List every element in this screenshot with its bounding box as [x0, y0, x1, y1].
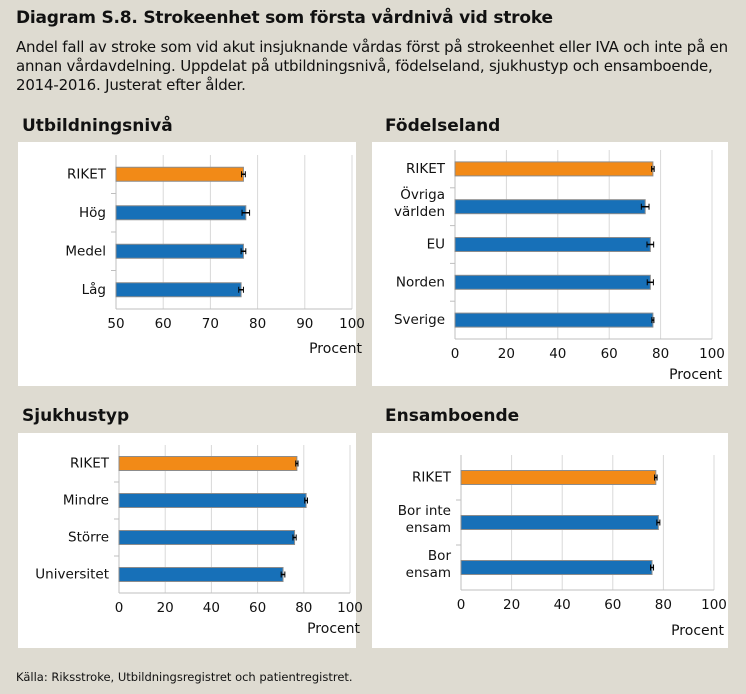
- panel-bg-utbildningsniva: [18, 142, 356, 386]
- panel-bg-ensamboende: [372, 433, 728, 648]
- source-note: Källa: Riksstroke, Utbildningsregistret …: [16, 670, 353, 684]
- category-label: Hög: [79, 205, 106, 221]
- bar-universitet: [118, 567, 284, 582]
- x-axis-title: Procent: [669, 367, 722, 383]
- bar-riket: [115, 166, 244, 182]
- x-tick-label: 40: [203, 600, 220, 616]
- bar-bor-inte-ensam: [460, 515, 659, 530]
- x-axis-title: Procent: [671, 623, 724, 639]
- bar-riket: [460, 470, 657, 485]
- x-tick-label: 80: [652, 346, 669, 362]
- bar-bor-ensam: [460, 560, 653, 575]
- bar-eu: [454, 237, 651, 252]
- bar-större: [118, 530, 296, 545]
- panel-bg-fodelseland: [372, 142, 728, 386]
- x-tick-label: 90: [296, 316, 313, 332]
- x-axis-title: Procent: [307, 621, 360, 637]
- bar-norden: [454, 274, 651, 290]
- category-label: Norden: [396, 274, 445, 290]
- panel-title-utbildningsniva: Utbildningsnivå: [22, 116, 173, 136]
- category-label: Sverige: [394, 312, 445, 328]
- x-axis-title: Procent: [309, 341, 362, 357]
- category-label: Övriga världen: [394, 185, 445, 220]
- x-tick-label: 40: [554, 597, 571, 613]
- x-tick-label: 100: [339, 316, 365, 332]
- category-label: Medel: [65, 243, 106, 259]
- panel-title-sjukhustyp: Sjukhustyp: [22, 406, 130, 426]
- x-tick-label: 60: [604, 597, 621, 613]
- bar-hög: [115, 205, 247, 221]
- category-label: EU: [427, 237, 445, 253]
- bar-medel: [115, 243, 244, 259]
- x-tick-label: 40: [549, 346, 566, 362]
- panel-title-ensamboende: Ensamboende: [385, 406, 520, 426]
- category-label: RIKET: [406, 161, 446, 177]
- bar-mindre: [118, 493, 307, 508]
- category-label: Mindre: [63, 493, 109, 509]
- bar-övriga-världen: [454, 199, 646, 215]
- x-tick-label: 50: [107, 316, 124, 332]
- bar-låg: [115, 282, 242, 298]
- x-tick-label: 0: [115, 600, 124, 616]
- x-tick-label: 20: [157, 600, 174, 616]
- x-tick-label: 60: [155, 316, 172, 332]
- x-tick-label: 20: [503, 597, 520, 613]
- category-label: Universitet: [35, 567, 109, 583]
- figure-title: Diagram S.8. Strokeenhet som första vård…: [16, 8, 553, 28]
- bar-sverige: [454, 312, 654, 328]
- category-label: Större: [68, 530, 109, 546]
- category-label: RIKET: [67, 166, 107, 182]
- bar-riket: [118, 456, 298, 471]
- x-tick-label: 70: [202, 316, 219, 332]
- x-tick-label: 60: [249, 600, 266, 616]
- x-tick-label: 100: [701, 597, 727, 613]
- x-tick-label: 100: [699, 346, 725, 362]
- x-tick-label: 80: [655, 597, 672, 613]
- x-tick-label: 100: [337, 600, 363, 616]
- x-tick-label: 0: [451, 346, 460, 362]
- x-tick-label: 80: [295, 600, 312, 616]
- x-tick-label: 20: [498, 346, 515, 362]
- x-tick-label: 0: [457, 597, 466, 613]
- category-label: Låg: [82, 281, 106, 298]
- bar-riket: [454, 161, 654, 177]
- category-label: Bor ensam: [406, 548, 452, 581]
- figure-subtitle: Andel fall av stroke som vid akut insjuk…: [16, 38, 728, 94]
- x-tick-label: 80: [249, 316, 266, 332]
- category-label: Bor inte ensam: [398, 503, 451, 536]
- category-label: RIKET: [70, 456, 110, 472]
- category-label: RIKET: [412, 470, 452, 486]
- panel-title-fodelseland: Födelseland: [385, 116, 501, 136]
- x-tick-label: 60: [601, 346, 618, 362]
